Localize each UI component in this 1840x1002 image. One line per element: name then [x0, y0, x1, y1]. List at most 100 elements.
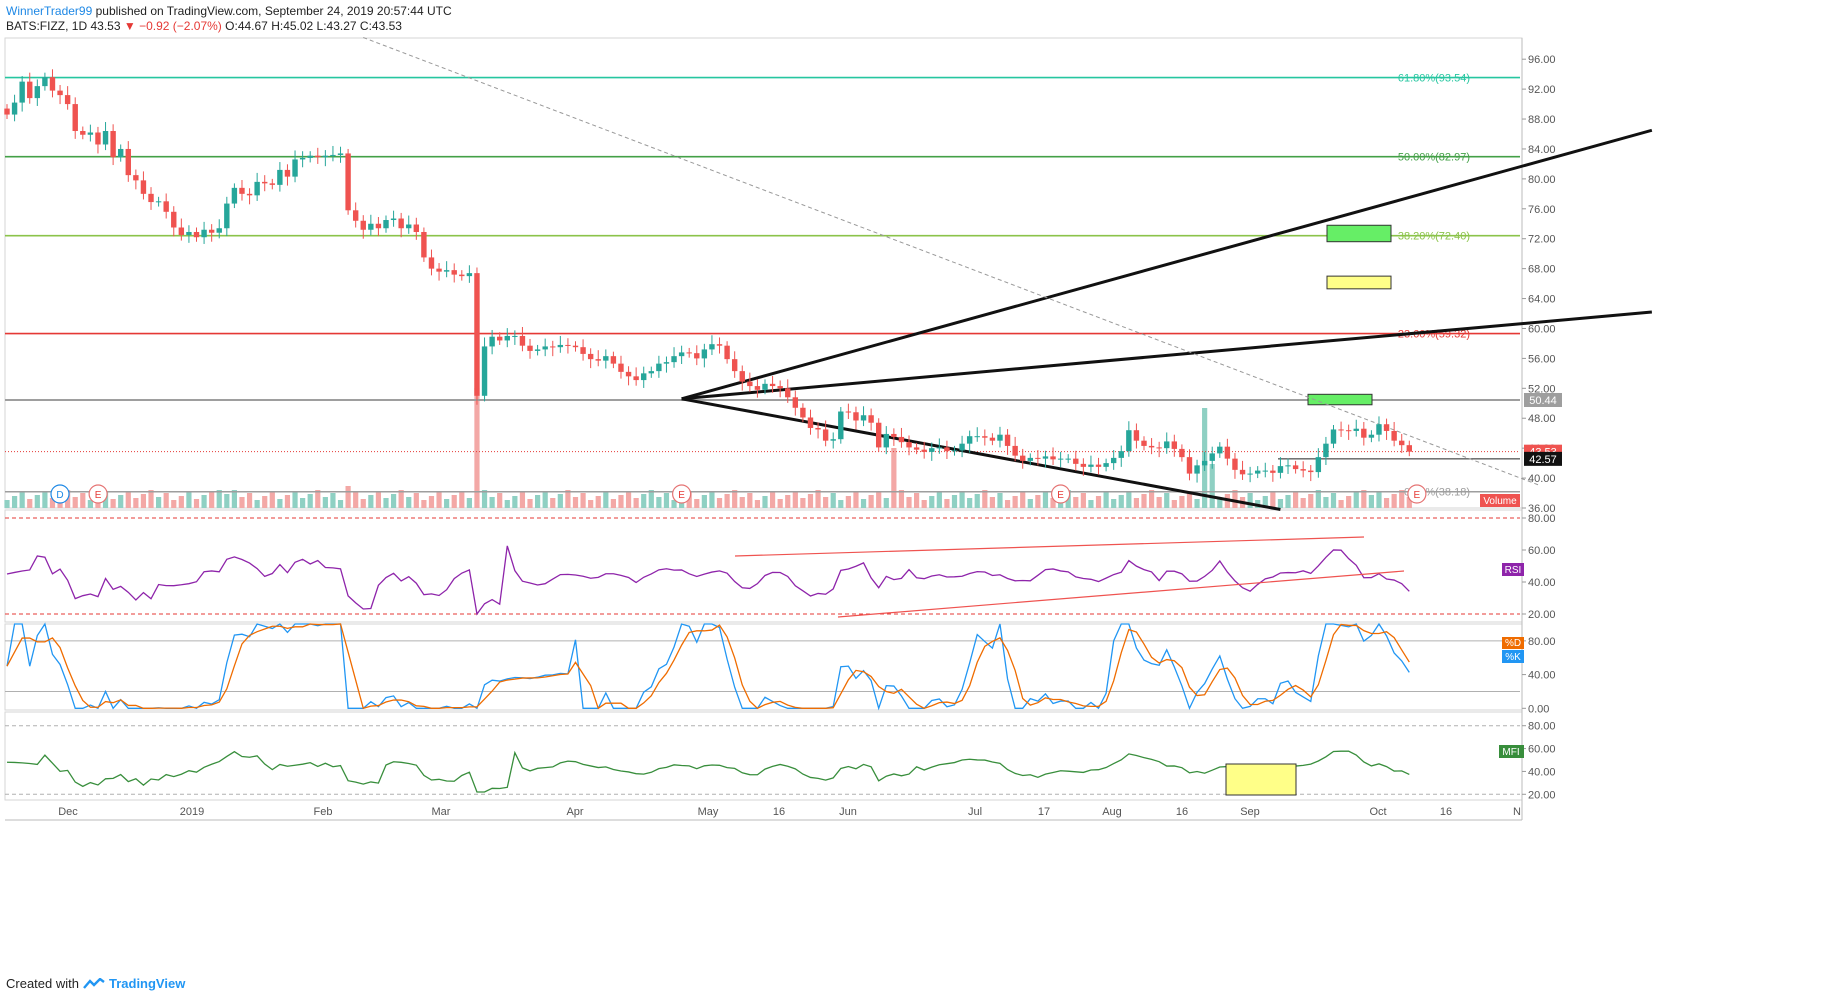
volume-bar: [406, 497, 412, 508]
volume-bar: [1148, 490, 1155, 508]
candle-body: [1141, 440, 1147, 446]
volume-bar: [974, 494, 980, 508]
candle-body: [239, 187, 245, 194]
candle-body: [800, 407, 806, 418]
candle-body: [929, 448, 935, 452]
candle-body: [1224, 446, 1231, 459]
rsi-label-bg: [1502, 563, 1524, 576]
volume-bar: [110, 499, 116, 508]
volume-bar: [390, 494, 397, 508]
volume-bar: [1194, 499, 1200, 508]
mfi-label-bg: [1499, 745, 1524, 758]
earnings-marker-label: E: [95, 490, 102, 501]
volume-bar: [383, 498, 389, 508]
trendline-dashed: [363, 37, 1539, 486]
candle-body: [1164, 441, 1170, 449]
candle-body: [201, 229, 207, 238]
candle-body: [57, 90, 63, 96]
mfi-label: MFI: [1502, 747, 1519, 758]
volume-bar: [209, 491, 215, 508]
volume-bar: [1217, 498, 1223, 508]
candle-body: [1103, 463, 1109, 467]
time-tick-label: 2019: [180, 806, 204, 818]
fib-level-label: 23.60%(59.32): [1398, 329, 1470, 341]
candle-body: [595, 359, 601, 361]
candle-body: [1179, 448, 1185, 458]
candle-body: [1376, 424, 1382, 435]
chart-header: WinnerTrader99 published on TradingView.…: [6, 4, 452, 34]
volume-bar: [951, 495, 958, 508]
volume-bar: [807, 494, 814, 508]
candle-body: [246, 193, 253, 196]
symbol-label[interactable]: BATS:FIZZ, 1D: [6, 19, 88, 33]
candle-body: [534, 349, 541, 351]
volume-bars: [4, 388, 1412, 508]
volume-bar: [519, 492, 526, 508]
price-tick-label: 96.00: [1528, 54, 1556, 66]
candle-body: [997, 434, 1003, 441]
volume-bar: [595, 496, 601, 508]
candle-body: [678, 352, 685, 357]
candle-body: [845, 411, 852, 413]
volume-bar: [322, 497, 328, 508]
candle-body: [974, 436, 980, 438]
volume-bar: [997, 493, 1003, 508]
candle-body: [451, 270, 457, 275]
price-change: −0.92 (−2.07%): [139, 19, 222, 33]
candle-body: [807, 417, 814, 428]
volume-bar: [823, 497, 829, 508]
price-tick-label: 88.00: [1528, 114, 1556, 126]
candle-body: [375, 223, 382, 229]
candle-body: [1315, 457, 1322, 473]
pane-tick-label: 40.00: [1528, 670, 1556, 682]
target-box: [1326, 224, 1392, 243]
candle-body: [769, 383, 776, 387]
candle-body: [284, 169, 291, 177]
earnings-marker-icon: [50, 484, 70, 504]
volume-bar: [777, 499, 783, 508]
tradingview-brand[interactable]: TradingView: [108, 976, 186, 991]
volume-bar: [459, 491, 465, 508]
volume-bar: [497, 493, 503, 508]
fib-level-label: 38.20%(72.40): [1398, 231, 1470, 243]
candle-body: [315, 155, 321, 158]
volume-bar: [853, 492, 859, 508]
candle-body: [868, 415, 874, 423]
volume-bar: [1088, 500, 1094, 508]
volume-bar: [330, 493, 336, 508]
candle-body: [550, 346, 556, 348]
price-tick-label: 36.00: [1528, 503, 1556, 515]
volume-bar: [535, 495, 541, 508]
volume-bar: [876, 491, 882, 508]
volume-bar: [1186, 492, 1193, 508]
volume-bar: [830, 493, 836, 508]
candle-body: [1088, 464, 1094, 467]
candle-body: [148, 193, 154, 203]
price-tick-label: 92.00: [1528, 84, 1556, 96]
earnings-marker-label: E: [1057, 490, 1064, 501]
candle-body: [1323, 443, 1329, 458]
ohlc-values: O:44.67 H:45.02 L:43.27 C:43.53: [225, 19, 402, 33]
volume-bar: [641, 494, 647, 508]
volume-bar: [838, 500, 844, 508]
earnings-marker-icon: [672, 484, 692, 504]
volume-bar: [1171, 500, 1177, 508]
volume-bar: [1353, 492, 1359, 508]
candle-body: [262, 181, 268, 184]
volume-bar: [1247, 493, 1253, 508]
pane-tick-label: 80.00: [1528, 721, 1556, 733]
volume-bar: [550, 498, 556, 508]
rsi-label: RSI: [1505, 565, 1522, 576]
candle-body: [785, 388, 791, 398]
created-with-label: Created with: [6, 976, 79, 991]
candle-body: [853, 412, 859, 421]
candle-body: [641, 373, 647, 381]
candle-body: [497, 336, 503, 341]
volume-bar: [1262, 496, 1268, 508]
volume-bar: [845, 496, 851, 508]
volume-bar: [603, 492, 609, 508]
pane-series-line: [6, 622, 1410, 711]
author-link[interactable]: WinnerTrader99: [6, 4, 93, 18]
volume-bar: [709, 491, 715, 508]
